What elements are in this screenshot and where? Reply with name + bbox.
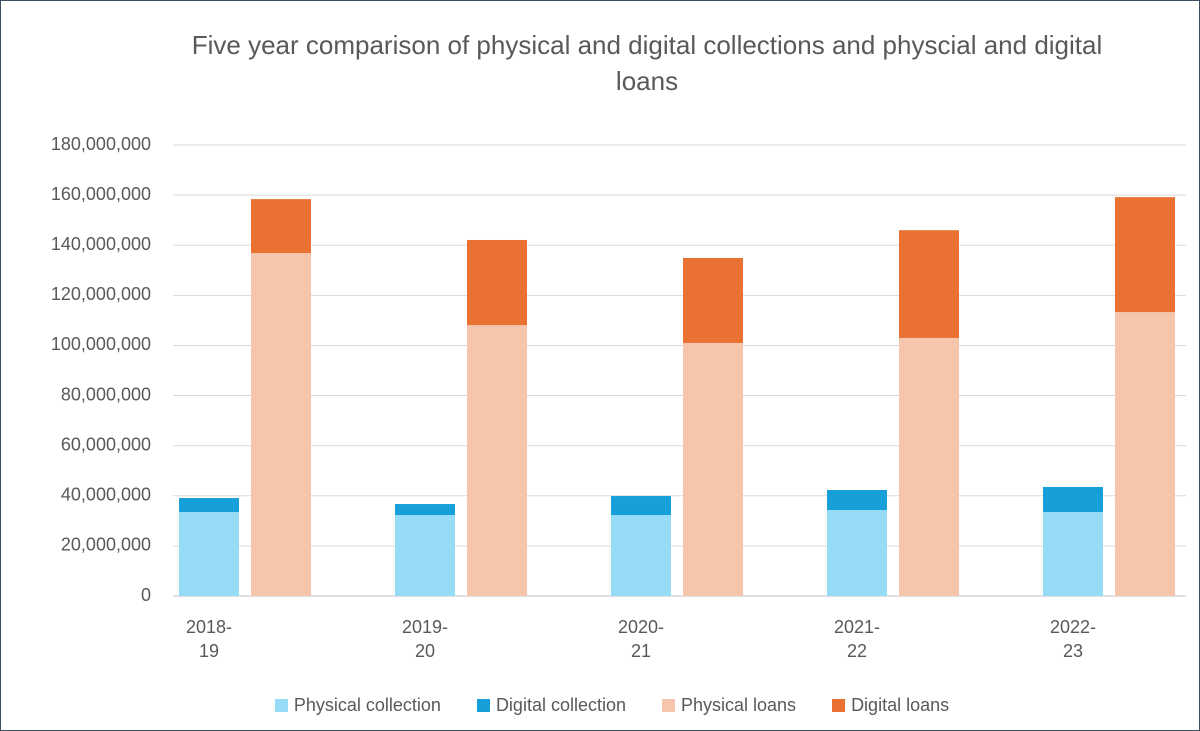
bar [395,504,455,516]
bar [251,199,311,253]
legend-item: Digital collection [476,695,626,716]
bar [683,342,743,596]
bar [1115,197,1175,313]
legend-swatch [476,699,490,712]
x-tick-label: 2018-19 [185,617,233,661]
bar [179,498,239,513]
y-tick-label: 60,000,000 [61,434,151,454]
legend: Physical collection Digital collection Phy… [1,695,1199,716]
bar [611,515,671,596]
bar [467,239,527,326]
y-tick-label: 20,000,000 [61,535,151,555]
bar [179,512,239,596]
bar [395,515,455,596]
legend-label: Digital loans [851,695,950,715]
bar [827,490,887,511]
y-tick-label: 100,000,000 [51,334,151,354]
bar [1043,512,1103,596]
bar [467,325,527,596]
legend-swatch [832,699,846,712]
bar [827,510,887,596]
bar [1043,487,1103,513]
y-tick-label: 140,000,000 [51,234,151,254]
legend-label: Physical collection [293,695,441,715]
bar [1115,312,1175,596]
legend-swatch [662,699,675,712]
legend-item: Digital loans [832,695,949,716]
x-tick-label: 2020-21 [617,617,665,661]
x-tick-label: 2021-22 [833,617,881,661]
x-tick-label: 2019-20 [401,617,449,661]
x-tick-label: 2022-23 [1049,617,1097,661]
y-tick-label: 120,000,000 [51,284,151,304]
y-tick-label: 0 [141,585,151,605]
legend-label: Digital collection [495,695,626,715]
bar [899,230,959,338]
y-tick-label: 40,000,000 [61,485,151,505]
bar [251,252,311,596]
legend-item: Physical collection [274,695,441,716]
y-tick-label: 160,000,000 [51,184,151,204]
chart-title: Five year comparison of physical and dig… [191,30,1103,96]
bar [683,258,743,343]
legend-label: Physical loans [681,695,797,715]
legend-item: Physical loans [662,695,796,716]
bar [611,496,671,516]
legend-swatch [274,699,288,712]
y-tick-label: 80,000,000 [61,384,151,404]
bar [899,337,959,596]
y-tick-label: 180,000,000 [51,134,151,154]
